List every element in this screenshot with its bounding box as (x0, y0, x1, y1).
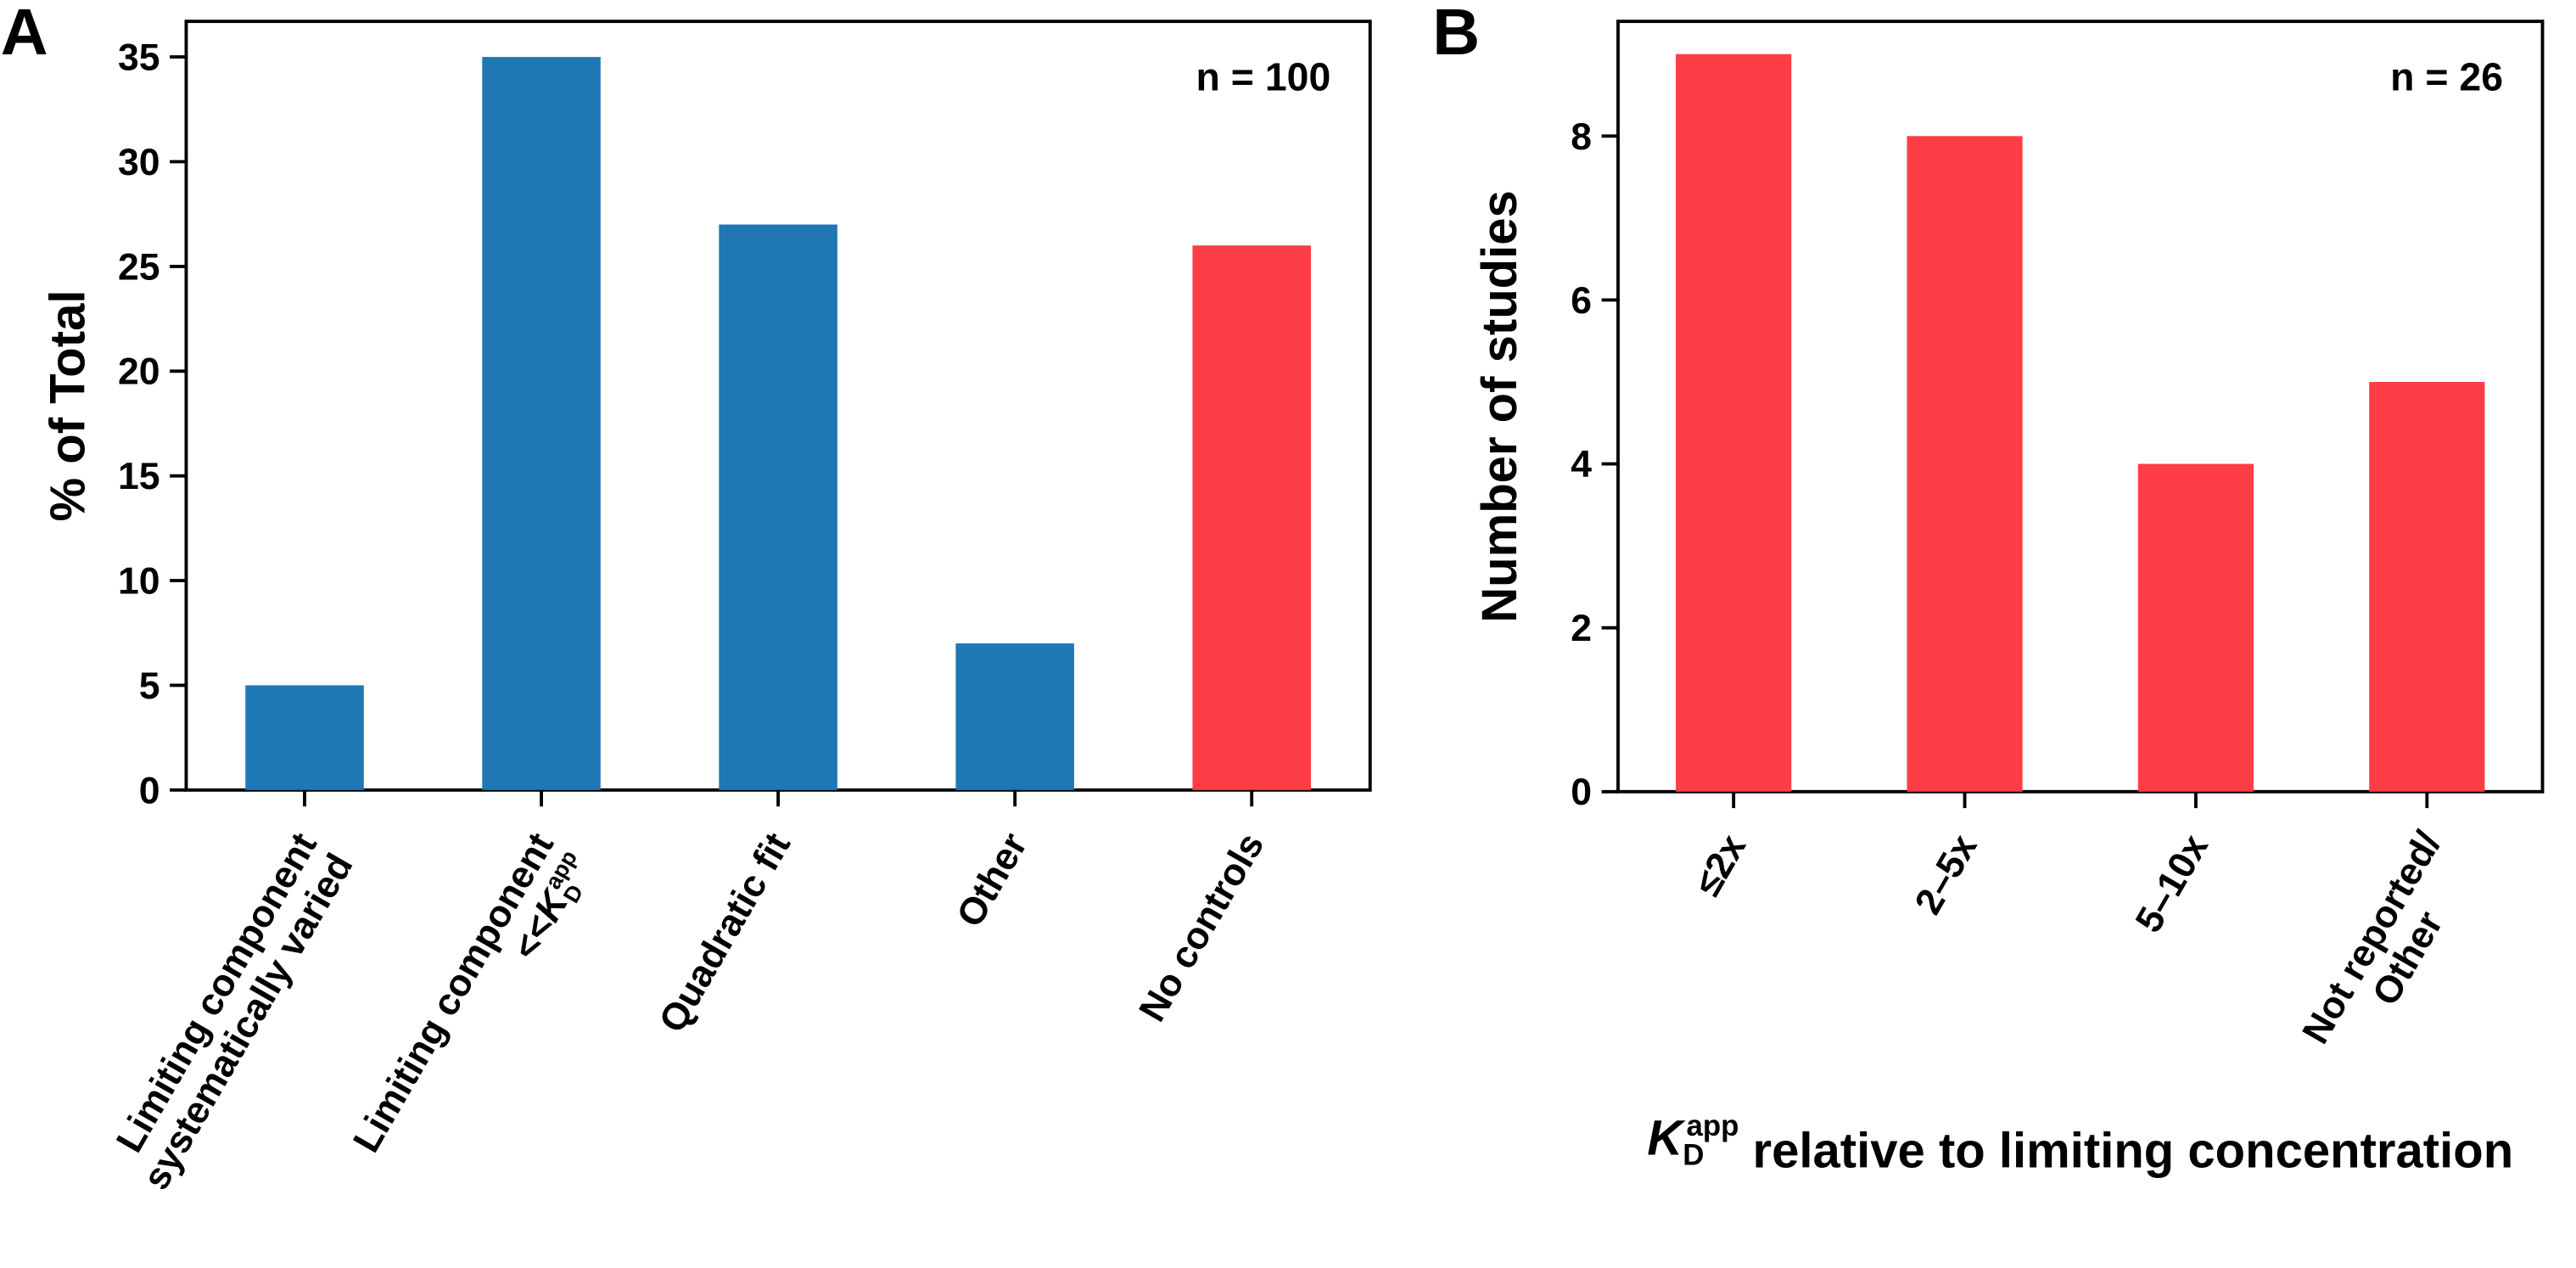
x-tick-label: 5–10x (2128, 828, 2216, 940)
x-tick-label: Limiting componentsystematically varied (99, 826, 361, 1197)
y-tick-label: 8 (1571, 116, 1592, 158)
x-tick-label: ≤2x (1687, 828, 1755, 903)
y-tick-label: 6 (1571, 280, 1592, 322)
x-tick-label: Quadratic fit (652, 826, 799, 1040)
y-tick-label: 10 (118, 561, 160, 603)
y-tick-label: 5 (139, 665, 160, 707)
bar (2369, 382, 2485, 792)
y-tick-label: 0 (139, 770, 160, 811)
x-tick-label: Not reported/Other (2294, 825, 2485, 1072)
bar (955, 643, 1074, 790)
bar (1192, 245, 1311, 790)
y-tick-label: 30 (118, 142, 160, 183)
y-axis-label: Number of studies (1472, 190, 1527, 623)
x-axis-label: KDapp relative to limiting concentration (1647, 1109, 2513, 1179)
y-tick-label: 4 (1571, 444, 1592, 485)
bar (2137, 463, 2254, 792)
bar (1907, 136, 2023, 792)
plot-frame (1616, 20, 2545, 794)
annotation: n = 26 (2390, 54, 2503, 98)
y-axis-label: % of Total (40, 289, 95, 521)
y-tick-label: 15 (118, 456, 160, 497)
y-tick-label: 20 (118, 351, 160, 393)
panel-label: A (1, 0, 48, 69)
x-tick-label: No controls (1131, 826, 1272, 1029)
x-tick-label: 2–5x (1907, 828, 1985, 921)
x-tick-label: Limiting component<<KDapp (345, 826, 602, 1182)
bar (482, 57, 601, 790)
y-tick-label: 25 (118, 246, 160, 288)
y-tick-label: 35 (118, 37, 160, 79)
annotation: n = 100 (1196, 54, 1331, 98)
y-tick-label: 2 (1571, 608, 1592, 649)
y-tick-label: 0 (1571, 771, 1592, 813)
bar (719, 224, 837, 790)
x-tick-label: Other (949, 826, 1036, 934)
bar (1676, 53, 1792, 792)
panel-label: B (1432, 0, 1480, 69)
bar (245, 685, 364, 790)
